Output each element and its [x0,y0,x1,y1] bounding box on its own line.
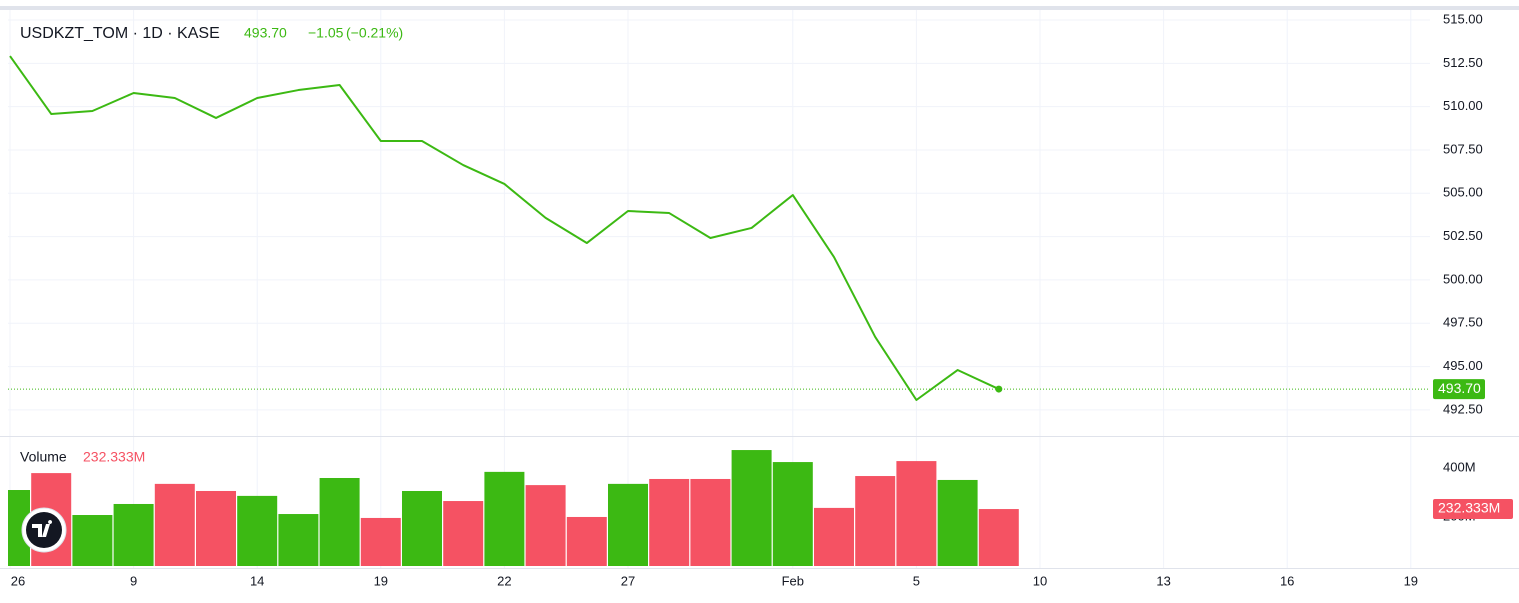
volume-bar [319,477,360,566]
volume-bar [937,479,978,566]
volume-bar [731,450,772,566]
price-change: −1.05 [308,25,344,41]
logo [21,507,67,553]
volume-bar [978,509,1019,566]
volume-tag-label: 232.333M [1438,500,1500,516]
y-tick-label: 507.50 [1443,141,1483,156]
volume-bar [772,462,813,566]
y-tick-label: 502.50 [1443,228,1483,243]
axis-layer: 26 9 14 19 22 27 Feb 5 10 13 16 19 492.50 495.00 497.5… [11,11,1513,588]
y-tick-label: 515.00 [1443,11,1483,26]
volume-bar [113,503,154,566]
volume-bar [608,483,648,566]
mark-layer [8,55,1019,566]
y-tick-label: 510.00 [1443,98,1483,113]
volume-bar [855,476,896,566]
volume-bar [566,516,607,566]
y-tick-label: 495.00 [1443,358,1483,373]
x-tick-label: 10 [1033,573,1047,588]
volume-bar [8,490,30,566]
x-tick-label: 14 [250,573,264,588]
price-tag [1433,379,1485,400]
volume-bar [484,471,525,566]
volume-bar [525,485,566,566]
volume-bar [278,514,319,566]
x-tick-label: 26 [11,573,25,588]
y-tick-label: 492.50 [1443,401,1483,416]
volume-bar [360,517,401,566]
volume-bar [443,501,484,566]
x-tick-label: 13 [1156,573,1170,588]
x-tick-label: Feb [782,573,804,588]
volume-bar [402,490,442,566]
x-tick-label: 27 [621,573,635,588]
y-tick-label: 512.50 [1443,55,1483,70]
volume-bar [649,478,690,566]
volume-bar [237,495,278,566]
last-point [995,385,1003,393]
volume-tag [1433,499,1513,520]
top-border [0,6,1519,10]
volume-bar [196,490,236,566]
y-tick-label: 505.00 [1443,185,1483,200]
price-line [9,55,1000,402]
price-change-pct: (−0.21%) [346,25,403,41]
volume-bar [896,461,937,566]
volume-last: 232.333M [83,449,145,465]
volume-bar [154,483,195,566]
x-tick-label: 9 [130,573,137,588]
x-tick-label: 5 [913,573,920,588]
y-tick-label: 500.00 [1443,271,1483,286]
volume-bar [814,507,854,566]
price-tag-label: 493.70 [1438,380,1481,396]
x-tick-label: 19 [1404,573,1418,588]
x-tick-label: 22 [497,573,511,588]
last-price: 493.70 [244,25,287,41]
y-tick-label: 497.50 [1443,315,1483,330]
y-tick-label: 400M [1443,459,1476,474]
x-tick-label: 19 [374,573,388,588]
x-tick-label: 16 [1280,573,1294,588]
volume-title: Volume [20,449,67,465]
volume-bar [72,515,113,566]
grid-layer [8,10,1430,568]
volume-bar [690,478,731,566]
symbol: USDKZT_TOM · 1D · KASE [20,25,220,42]
